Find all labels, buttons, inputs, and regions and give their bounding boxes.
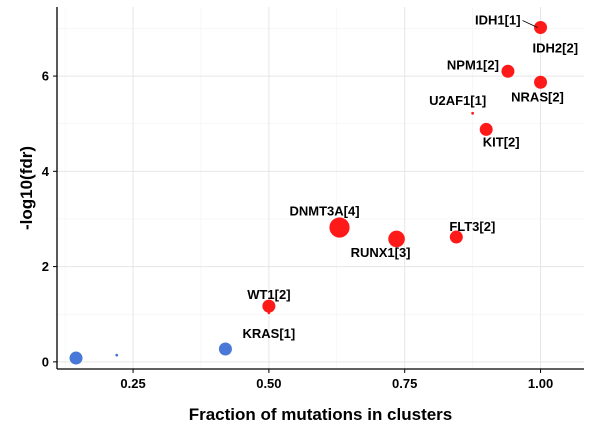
- point-label: FLT3[2]: [449, 219, 495, 234]
- y-tick-label: 4: [42, 164, 50, 179]
- point-labels: IDH1[1] IDH2[2] NPM1[2] NRAS[2] U2AF1[1] KIT[…: [243, 12, 579, 340]
- grid-lines: [57, 7, 584, 369]
- point-label: IDH1[1]: [475, 12, 521, 27]
- data-point: [534, 75, 548, 89]
- point-label: DNMT3A[4]: [289, 204, 359, 219]
- y-tick-label: 2: [42, 259, 49, 274]
- point-label: NRAS[2]: [511, 89, 564, 104]
- y-tick-label: 6: [42, 69, 49, 84]
- data-point: [471, 111, 475, 115]
- data-point: [501, 64, 515, 78]
- data-point: [539, 27, 542, 30]
- label-leader-line: [522, 20, 538, 28]
- data-point: [449, 230, 463, 244]
- ticks: 0.25 0.50 0.75 1.00 0 2 4 6: [42, 69, 553, 391]
- point-label: KIT[2]: [483, 134, 520, 149]
- data-point: [218, 342, 232, 356]
- x-axis-title: Fraction of mutations in clusters: [189, 405, 453, 424]
- data-point: [69, 351, 83, 365]
- axes: [56, 7, 584, 370]
- x-tick-label: 0.75: [392, 376, 417, 391]
- x-tick-label: 0.25: [120, 376, 145, 391]
- data-point: [329, 217, 350, 238]
- y-tick-label: 0: [42, 354, 49, 369]
- point-label: IDH2[2]: [533, 40, 579, 55]
- point-label: U2AF1[1]: [429, 93, 486, 108]
- x-tick-label: 0.50: [256, 376, 281, 391]
- data-point: [267, 311, 271, 315]
- x-tick-label: 1.00: [528, 376, 553, 391]
- data-point: [262, 299, 276, 313]
- y-axis-title: -log10(fdr): [17, 146, 36, 230]
- data-point: [388, 230, 405, 248]
- data-points: [69, 20, 548, 365]
- point-label: WT1[2]: [247, 287, 290, 302]
- point-label: NPM1[2]: [447, 57, 499, 72]
- data-point: [479, 122, 493, 136]
- data-point: [115, 353, 119, 357]
- point-label: RUNX1[3]: [351, 245, 411, 260]
- point-label: KRAS[1]: [243, 326, 296, 341]
